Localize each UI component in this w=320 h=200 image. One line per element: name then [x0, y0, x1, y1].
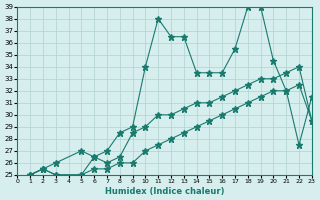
X-axis label: Humidex (Indice chaleur): Humidex (Indice chaleur): [105, 187, 224, 196]
